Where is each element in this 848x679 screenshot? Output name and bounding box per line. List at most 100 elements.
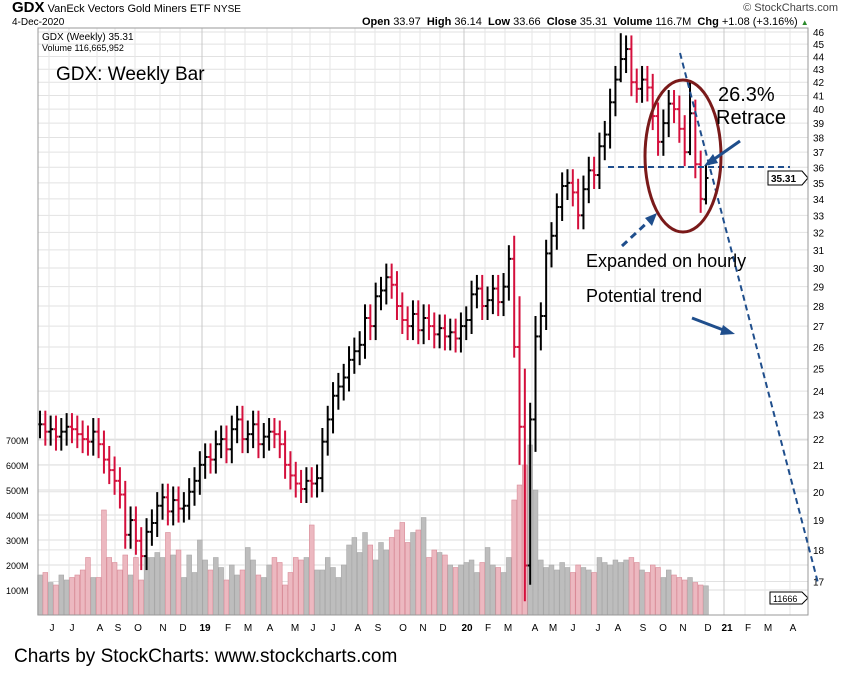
volume-bar bbox=[218, 567, 224, 616]
volume-bar bbox=[170, 554, 176, 616]
ohlc-bar bbox=[42, 410, 48, 446]
ohlc-bar bbox=[485, 286, 491, 321]
ohlc-bar bbox=[271, 418, 277, 449]
volume-bar bbox=[479, 562, 485, 616]
y-tick-label: 40 bbox=[813, 105, 825, 116]
volume-bar bbox=[415, 529, 421, 616]
y-tick-label: 19 bbox=[813, 516, 825, 527]
volume-bar bbox=[53, 584, 59, 616]
ohlc-bar bbox=[548, 222, 554, 268]
volume-bar bbox=[271, 557, 278, 616]
volume-bar bbox=[586, 569, 592, 616]
volume-bar bbox=[293, 557, 299, 616]
x-tick-label: M bbox=[504, 623, 512, 634]
x-tick-label: J bbox=[50, 623, 55, 634]
volume-tick-label: 600M bbox=[6, 461, 29, 471]
volume-bar bbox=[117, 569, 123, 616]
volume-bar bbox=[234, 574, 240, 616]
ohlc-bar bbox=[325, 405, 331, 456]
low-value: 33.66 bbox=[513, 16, 541, 28]
volume-bar bbox=[394, 529, 400, 616]
y-tick-label: 46 bbox=[813, 28, 825, 39]
volume-bar bbox=[85, 557, 91, 616]
y-tick-label: 31 bbox=[813, 246, 825, 257]
volume-bar bbox=[410, 532, 416, 616]
ohlc-bar bbox=[181, 492, 187, 523]
y-tick-label: 36 bbox=[813, 163, 825, 174]
legend-volume: Volume 116,665,952 bbox=[42, 43, 124, 53]
y-tick-label: 32 bbox=[813, 228, 825, 239]
x-tick-label: A bbox=[97, 623, 104, 634]
ohlc-bar bbox=[607, 88, 613, 149]
ohlc-bar bbox=[591, 156, 597, 190]
volume-bar bbox=[101, 509, 107, 616]
ohlc-bar bbox=[261, 423, 267, 459]
ohlc-bar bbox=[501, 273, 507, 317]
ohlc-bar bbox=[522, 368, 528, 602]
ohlc-bar bbox=[287, 451, 293, 490]
ohlc-bar bbox=[527, 402, 533, 585]
potential-trend-label: Potential trend bbox=[586, 286, 702, 306]
volume-bar bbox=[596, 557, 603, 616]
volume-bar bbox=[122, 554, 128, 616]
ohlc-bar bbox=[517, 296, 523, 465]
ohlc-bar bbox=[671, 90, 677, 124]
ohlc-bar bbox=[218, 425, 224, 459]
volume-bar bbox=[303, 557, 310, 616]
ohlc-bar bbox=[138, 527, 144, 571]
x-tick-label: M bbox=[244, 623, 252, 634]
x-tick-label: D bbox=[179, 623, 186, 634]
ohlc-bar bbox=[415, 300, 421, 345]
volume-bar bbox=[207, 569, 214, 616]
highlight-ellipse bbox=[643, 78, 723, 234]
security-name: VanEck Vectors Gold Miners ETF bbox=[47, 3, 211, 15]
volume-bar bbox=[181, 577, 187, 616]
y-tick-label: 39 bbox=[813, 119, 825, 130]
volume-bar bbox=[644, 572, 651, 616]
y-tick-label: 28 bbox=[813, 302, 825, 313]
volume-bar bbox=[335, 577, 342, 616]
volume-bar bbox=[63, 579, 70, 616]
x-tick-label: D bbox=[704, 623, 711, 634]
volume-bar bbox=[298, 559, 304, 616]
volume-bar bbox=[74, 574, 80, 616]
y-tick-label: 34 bbox=[813, 195, 825, 206]
volume-tick-label: 700M bbox=[6, 436, 29, 446]
ohlc-bar bbox=[335, 372, 341, 410]
ohlc-bar bbox=[634, 68, 640, 103]
ohlc-bar bbox=[170, 486, 176, 526]
ohlc-bar bbox=[453, 318, 459, 353]
volume-bars bbox=[37, 444, 709, 616]
volume-tick-label: 400M bbox=[6, 511, 29, 521]
y-tick-label: 45 bbox=[813, 40, 825, 51]
copyright: © StockCharts.com bbox=[743, 2, 838, 14]
volume-bar bbox=[692, 582, 699, 616]
volume-bar bbox=[154, 552, 160, 616]
ohlc-bar bbox=[85, 425, 91, 456]
chg-label: Chg bbox=[697, 16, 719, 28]
plot-border bbox=[37, 27, 809, 616]
ohlc-bar bbox=[122, 480, 128, 549]
volume-tag bbox=[769, 591, 809, 605]
y-tick-label: 29 bbox=[813, 283, 825, 294]
x-tick-label: S bbox=[640, 623, 647, 634]
ohlc-bar bbox=[602, 120, 608, 161]
y-tick-label: 24 bbox=[813, 387, 825, 398]
ohlc-bar bbox=[639, 65, 645, 103]
ohlc-bar bbox=[197, 451, 203, 495]
volume-bar bbox=[666, 569, 672, 616]
ohlc-bar bbox=[309, 467, 315, 498]
x-tick-label: 19 bbox=[199, 623, 211, 634]
ohlc-bar bbox=[618, 33, 624, 83]
volume-bar bbox=[516, 484, 523, 616]
x-tick-label: F bbox=[745, 623, 751, 634]
ohlc-bar bbox=[660, 109, 666, 156]
volume-bar bbox=[330, 567, 336, 616]
ohlc-bar bbox=[533, 315, 539, 452]
volume-bar bbox=[602, 562, 608, 616]
volume-bar bbox=[447, 564, 453, 616]
volume-bar bbox=[175, 549, 182, 616]
y-tick-label: 26 bbox=[813, 343, 825, 354]
ohlc-bar bbox=[341, 363, 347, 401]
